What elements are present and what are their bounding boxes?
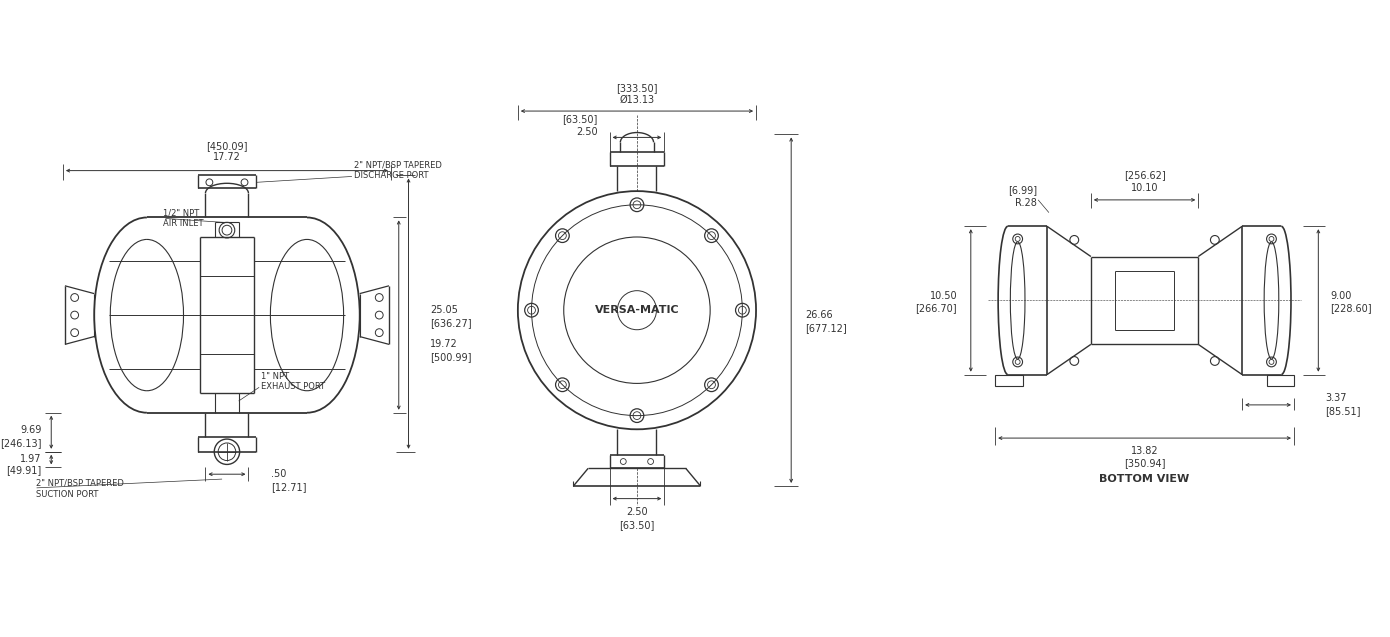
Text: 26.66: 26.66 <box>805 310 833 320</box>
Text: [85.51]: [85.51] <box>1325 406 1361 416</box>
Text: [500.99]: [500.99] <box>430 352 471 362</box>
Text: 1" NPT
EXHAUST PORT: 1" NPT EXHAUST PORT <box>261 372 325 391</box>
Text: BOTTOM VIEW: BOTTOM VIEW <box>1099 474 1190 484</box>
Text: 25.05: 25.05 <box>430 305 457 315</box>
Text: [6.99]: [6.99] <box>1008 185 1037 195</box>
Text: 9.00: 9.00 <box>1330 290 1351 301</box>
Text: AIR INLET: AIR INLET <box>164 219 204 228</box>
Text: [266.70]: [266.70] <box>916 303 958 313</box>
Text: [228.60]: [228.60] <box>1330 303 1372 313</box>
Text: 17.72: 17.72 <box>213 152 240 162</box>
Text: [63.50]: [63.50] <box>620 520 655 530</box>
Text: 2" NPT/BSP TAPERED: 2" NPT/BSP TAPERED <box>36 478 124 487</box>
Bar <box>1266 375 1294 387</box>
Text: SUCTION PORT: SUCTION PORT <box>36 490 97 499</box>
Text: [12.71]: [12.71] <box>271 482 306 492</box>
Text: [677.12]: [677.12] <box>805 323 847 333</box>
Text: .50: .50 <box>271 469 286 479</box>
Text: 1/2" NPT: 1/2" NPT <box>164 208 200 217</box>
Text: 2.50: 2.50 <box>626 507 648 517</box>
Text: 1.97: 1.97 <box>19 454 42 464</box>
Text: 19.72: 19.72 <box>430 340 457 349</box>
Text: [333.50]: [333.50] <box>616 83 657 92</box>
Text: 2.50: 2.50 <box>577 127 598 136</box>
Text: [49.91]: [49.91] <box>6 465 42 475</box>
Text: 10.50: 10.50 <box>930 290 958 301</box>
Text: 10.10: 10.10 <box>1131 183 1158 193</box>
Text: [246.13]: [246.13] <box>0 438 42 448</box>
Bar <box>995 375 1023 387</box>
Text: [350.94]: [350.94] <box>1123 459 1165 468</box>
Text: 2" NPT/BSP TAPERED
DISCHARGE PORT: 2" NPT/BSP TAPERED DISCHARGE PORT <box>354 161 442 180</box>
Text: [63.50]: [63.50] <box>563 114 598 124</box>
Text: [636.27]: [636.27] <box>430 318 471 328</box>
Text: 3.37: 3.37 <box>1325 393 1347 403</box>
Text: 13.82: 13.82 <box>1130 446 1158 455</box>
Text: VERSA-MATIC: VERSA-MATIC <box>595 305 680 315</box>
Text: 9.69: 9.69 <box>19 426 42 435</box>
Text: Ø13.13: Ø13.13 <box>620 94 655 104</box>
Text: [256.62]: [256.62] <box>1123 171 1165 180</box>
Text: R.28: R.28 <box>1015 198 1037 208</box>
Text: [450.09]: [450.09] <box>206 141 247 151</box>
